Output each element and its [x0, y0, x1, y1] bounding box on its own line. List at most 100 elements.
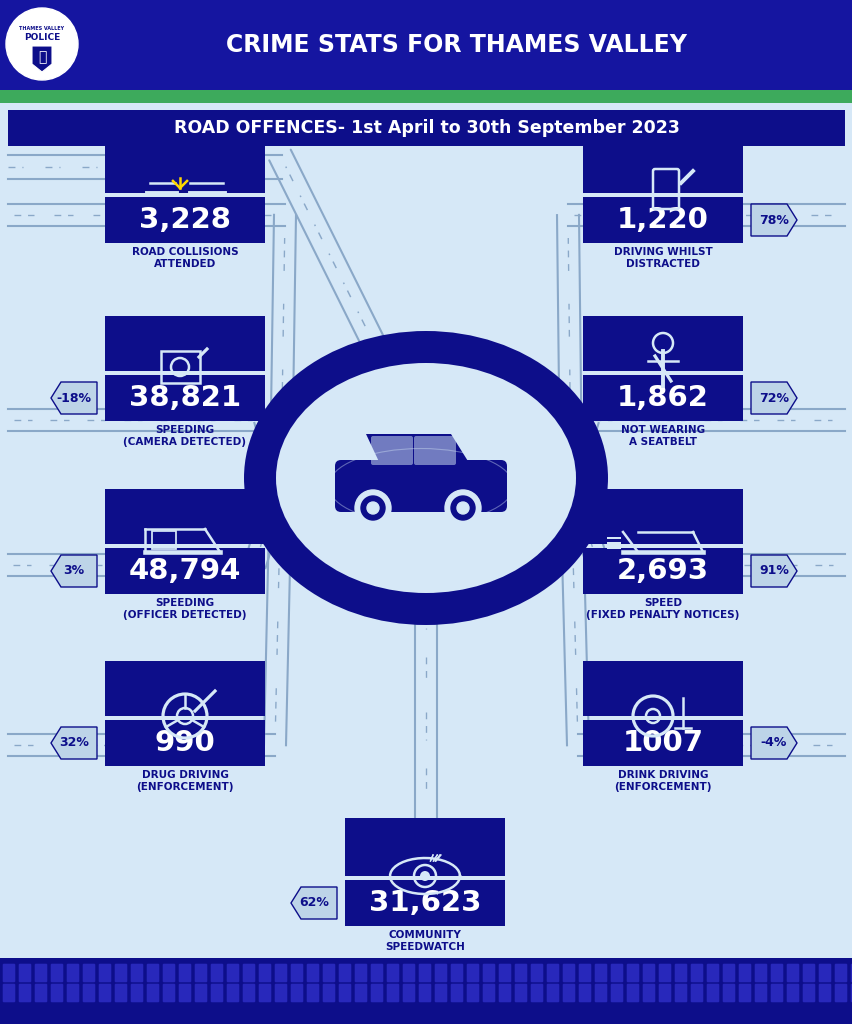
Text: DRINK DRIVING
(ENFORCEMENT): DRINK DRIVING (ENFORCEMENT) — [613, 770, 711, 793]
FancyBboxPatch shape — [242, 964, 256, 982]
FancyBboxPatch shape — [130, 964, 143, 982]
FancyBboxPatch shape — [582, 662, 742, 716]
FancyBboxPatch shape — [130, 983, 143, 1002]
FancyBboxPatch shape — [3, 964, 15, 982]
Text: SPEED
(FIXED PENALTY NOTICES): SPEED (FIXED PENALTY NOTICES) — [585, 598, 739, 621]
FancyBboxPatch shape — [0, 0, 852, 90]
FancyBboxPatch shape — [114, 983, 127, 1002]
FancyBboxPatch shape — [242, 983, 256, 1002]
FancyBboxPatch shape — [722, 964, 734, 982]
Polygon shape — [32, 46, 52, 72]
FancyBboxPatch shape — [802, 964, 815, 982]
Text: -18%: -18% — [56, 391, 91, 404]
FancyBboxPatch shape — [498, 964, 511, 982]
FancyBboxPatch shape — [582, 131, 742, 193]
FancyBboxPatch shape — [210, 983, 223, 1002]
Polygon shape — [51, 727, 97, 759]
FancyBboxPatch shape — [163, 983, 176, 1002]
Text: 🛡: 🛡 — [37, 50, 46, 63]
Text: ROAD COLLISIONS
ATTENDED: ROAD COLLISIONS ATTENDED — [131, 247, 238, 269]
FancyBboxPatch shape — [833, 983, 847, 1002]
FancyBboxPatch shape — [466, 983, 479, 1002]
FancyBboxPatch shape — [610, 964, 623, 982]
Text: SPEEDING
(CAMERA DETECTED): SPEEDING (CAMERA DETECTED) — [124, 425, 246, 447]
FancyBboxPatch shape — [413, 436, 456, 465]
FancyBboxPatch shape — [258, 964, 271, 982]
FancyBboxPatch shape — [582, 720, 742, 766]
Text: ROAD OFFENCES- 1st April to 30th September 2023: ROAD OFFENCES- 1st April to 30th Septemb… — [173, 119, 679, 137]
FancyBboxPatch shape — [386, 983, 399, 1002]
FancyBboxPatch shape — [194, 964, 207, 982]
FancyBboxPatch shape — [582, 375, 742, 421]
FancyBboxPatch shape — [258, 983, 271, 1002]
FancyBboxPatch shape — [50, 983, 63, 1002]
FancyBboxPatch shape — [434, 983, 447, 1002]
FancyBboxPatch shape — [625, 983, 639, 1002]
Polygon shape — [366, 434, 470, 466]
FancyBboxPatch shape — [105, 316, 265, 371]
FancyBboxPatch shape — [802, 983, 815, 1002]
FancyBboxPatch shape — [105, 197, 265, 243]
FancyBboxPatch shape — [466, 964, 479, 982]
FancyBboxPatch shape — [227, 964, 239, 982]
FancyBboxPatch shape — [754, 983, 767, 1002]
Circle shape — [6, 8, 78, 80]
FancyBboxPatch shape — [34, 964, 48, 982]
FancyBboxPatch shape — [335, 460, 506, 512]
Circle shape — [445, 490, 481, 526]
FancyBboxPatch shape — [105, 548, 265, 594]
Text: 32%: 32% — [59, 736, 89, 750]
FancyBboxPatch shape — [482, 964, 495, 982]
Text: 990: 990 — [154, 729, 215, 757]
FancyBboxPatch shape — [818, 964, 831, 982]
Polygon shape — [291, 887, 337, 919]
FancyBboxPatch shape — [114, 964, 127, 982]
FancyBboxPatch shape — [546, 964, 559, 982]
FancyBboxPatch shape — [658, 983, 671, 1002]
FancyBboxPatch shape — [322, 964, 335, 982]
FancyBboxPatch shape — [3, 983, 15, 1002]
Text: NOT WEARING
A SEATBELT: NOT WEARING A SEATBELT — [620, 425, 705, 447]
FancyBboxPatch shape — [578, 964, 590, 982]
FancyBboxPatch shape — [371, 436, 412, 465]
FancyBboxPatch shape — [178, 964, 192, 982]
FancyBboxPatch shape — [344, 880, 504, 926]
FancyBboxPatch shape — [530, 983, 543, 1002]
Text: THAMES VALLEY: THAMES VALLEY — [20, 26, 65, 31]
Text: -4%: -4% — [760, 736, 786, 750]
Ellipse shape — [244, 331, 607, 625]
FancyBboxPatch shape — [274, 964, 287, 982]
FancyBboxPatch shape — [227, 983, 239, 1002]
Text: 72%: 72% — [758, 391, 788, 404]
Circle shape — [419, 871, 429, 881]
FancyBboxPatch shape — [386, 964, 399, 982]
FancyBboxPatch shape — [105, 662, 265, 716]
Polygon shape — [51, 382, 97, 414]
FancyBboxPatch shape — [738, 964, 751, 982]
FancyBboxPatch shape — [582, 197, 742, 243]
FancyBboxPatch shape — [561, 983, 575, 1002]
Polygon shape — [750, 382, 796, 414]
FancyBboxPatch shape — [147, 983, 159, 1002]
FancyBboxPatch shape — [818, 983, 831, 1002]
FancyBboxPatch shape — [105, 375, 265, 421]
FancyBboxPatch shape — [34, 983, 48, 1002]
FancyBboxPatch shape — [98, 964, 112, 982]
FancyBboxPatch shape — [689, 964, 703, 982]
FancyBboxPatch shape — [19, 964, 32, 982]
FancyBboxPatch shape — [594, 983, 607, 1002]
FancyBboxPatch shape — [210, 964, 223, 982]
Text: 1007: 1007 — [622, 729, 703, 757]
Ellipse shape — [276, 362, 575, 593]
Polygon shape — [51, 555, 97, 587]
FancyBboxPatch shape — [0, 90, 852, 103]
FancyBboxPatch shape — [514, 964, 527, 982]
FancyBboxPatch shape — [194, 983, 207, 1002]
Text: 1,862: 1,862 — [616, 384, 708, 412]
FancyBboxPatch shape — [147, 964, 159, 982]
Text: POLICE: POLICE — [24, 33, 60, 42]
FancyBboxPatch shape — [178, 983, 192, 1002]
FancyBboxPatch shape — [482, 983, 495, 1002]
FancyBboxPatch shape — [344, 818, 504, 876]
FancyBboxPatch shape — [66, 964, 79, 982]
